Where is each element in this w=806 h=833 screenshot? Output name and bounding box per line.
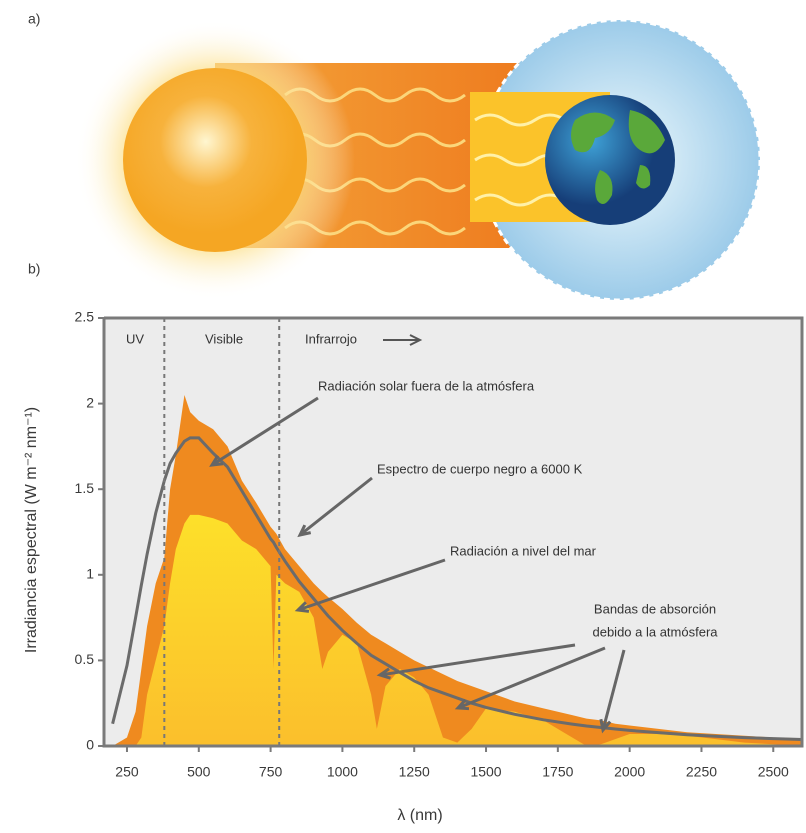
x-tick-label: 1000 <box>327 764 358 780</box>
region-label: Infrarrojo <box>305 331 357 346</box>
x-axis-label: λ (nm) <box>397 807 442 824</box>
annotation-arrow <box>376 643 576 680</box>
annotation-arrow <box>599 649 626 734</box>
earth <box>545 95 675 225</box>
y-tick-label: 2.5 <box>75 309 95 325</box>
annotation: Espectro de cuerpo negro a 6000 K <box>377 461 583 476</box>
x-tick-label: 2500 <box>758 764 789 780</box>
x-tick-label: 2000 <box>614 764 645 780</box>
annotation-arrow <box>454 646 606 711</box>
chart: 0 0.5 1 1.5 2 2.5 250 500 750 1000 1250 1500 1750 200… <box>23 309 804 824</box>
annotation-arrow <box>297 476 373 538</box>
sun <box>123 68 307 252</box>
x-tick-label: 1750 <box>542 764 573 780</box>
x-tick-label: 750 <box>259 764 283 780</box>
x-tick-label: 250 <box>115 764 139 780</box>
y-tick-label: 1 <box>86 566 94 582</box>
illustration: a) b) <box>28 11 762 302</box>
annotation: Bandas de absorción <box>594 601 716 616</box>
annotation: Radiación solar fuera de la atmósfera <box>318 378 535 393</box>
y-tick-label: 0.5 <box>75 651 95 667</box>
axes-frame <box>102 316 804 748</box>
region-arrow <box>383 334 423 346</box>
panel-label: a) <box>28 11 40 27</box>
x-tick-label: 2250 <box>686 764 717 780</box>
y-tick-label: 0 <box>86 737 94 753</box>
x-tick-label: 1250 <box>399 764 430 780</box>
annotation: Radiación a nivel del mar <box>450 543 597 558</box>
spectrum-area <box>112 514 802 746</box>
region-label: Visible <box>205 331 243 346</box>
x-tick-label: 1500 <box>470 764 501 780</box>
region-label: UV <box>126 331 144 346</box>
y-tick-label: 2 <box>86 394 94 410</box>
y-tick-label: 1.5 <box>75 480 95 496</box>
y-axis-label: Irradiancia espectral (W m⁻² nm⁻¹) <box>23 407 40 653</box>
blackbody-line <box>111 436 803 741</box>
continents <box>571 110 665 204</box>
x-tick-label: 500 <box>187 764 211 780</box>
panel-label: b) <box>28 261 40 277</box>
annotation-arrow <box>294 558 446 613</box>
annotation: debido a la atmósfera <box>592 624 718 639</box>
annotation-arrow <box>209 396 319 467</box>
